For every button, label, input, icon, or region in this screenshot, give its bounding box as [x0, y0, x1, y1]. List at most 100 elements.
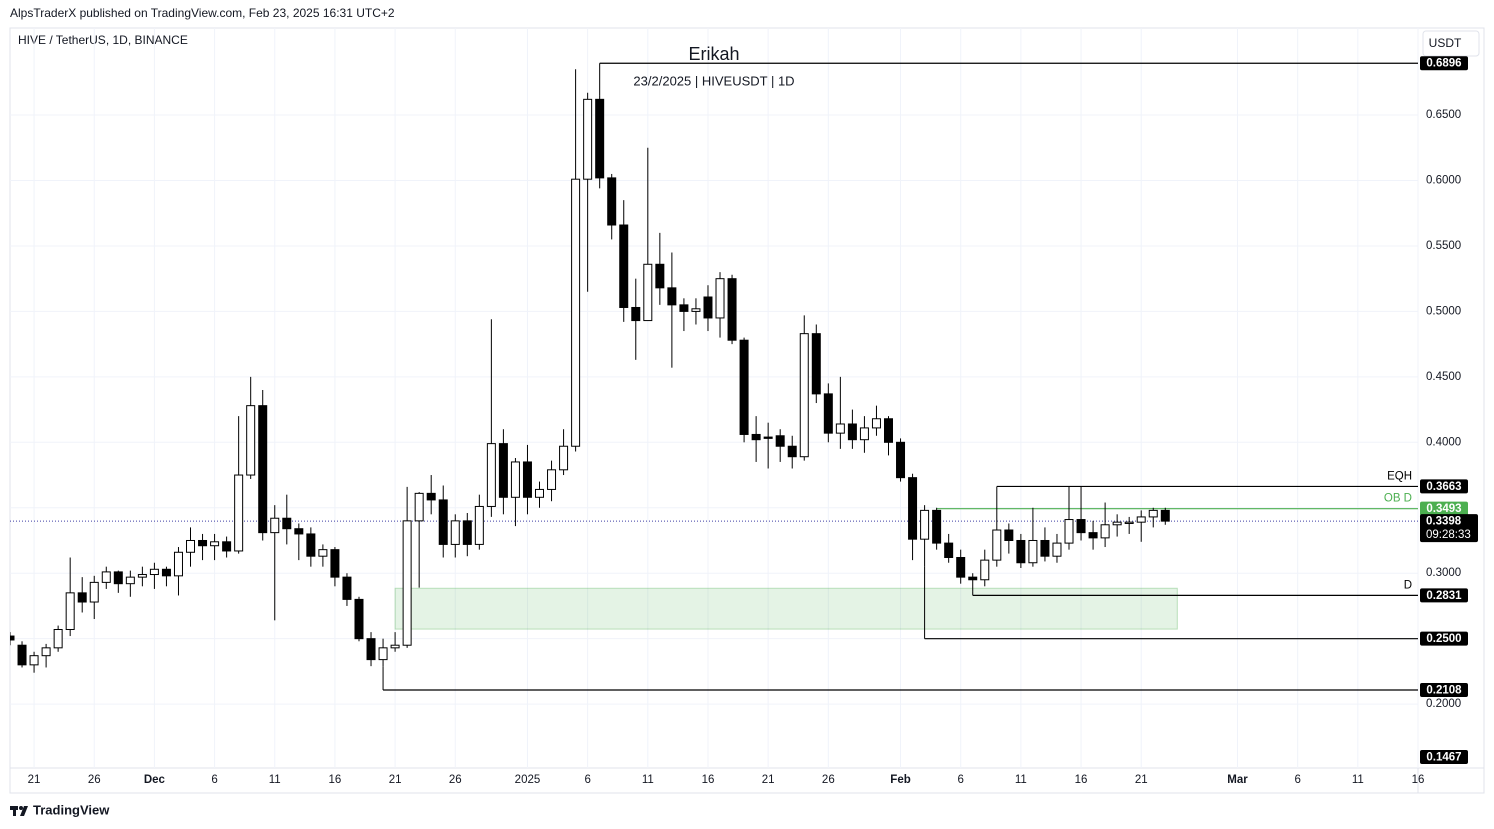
candle-body — [1100, 524, 1110, 539]
x-tick-label: 6 — [1294, 774, 1300, 786]
candle-body — [679, 304, 689, 312]
price-label-box — [1420, 479, 1468, 494]
x-tick-label: 16 — [1412, 774, 1425, 786]
candle-body — [847, 423, 857, 441]
y-tick-label: 0.2000 — [1426, 698, 1461, 710]
x-tick-label: 11 — [1015, 774, 1027, 786]
candle-body — [571, 178, 581, 447]
candle-body — [667, 287, 677, 306]
candle-body — [450, 520, 460, 545]
candle-body — [787, 445, 797, 458]
candle-body — [655, 263, 665, 289]
candle-body — [823, 393, 833, 434]
candle-body — [1148, 509, 1158, 518]
candle-body — [835, 423, 845, 434]
candle-body — [1016, 539, 1026, 564]
price-label-box — [1420, 588, 1468, 603]
candle-body — [956, 557, 966, 578]
candle-body — [1136, 516, 1146, 523]
candle-body — [510, 461, 520, 498]
price-label: 0.2500 — [1426, 633, 1461, 645]
y-tick-label: 0.5500 — [1426, 240, 1461, 252]
candle-layer — [10, 69, 1170, 673]
level-note: EQH — [1387, 470, 1412, 482]
candle-body — [53, 629, 63, 649]
candle-body — [402, 520, 412, 646]
price-label-box — [1420, 56, 1468, 71]
y-tick-label: 0.4500 — [1426, 371, 1461, 383]
candle-body — [1112, 521, 1122, 526]
candle-body — [859, 427, 869, 441]
chart-subtitle: 23/2/2025 | HIVEUSDT | 1D — [633, 73, 794, 88]
candle-body — [113, 571, 123, 585]
x-tick-label: Mar — [1227, 774, 1248, 786]
candle-body — [992, 529, 1002, 561]
candle-body — [137, 574, 147, 578]
candle-body — [474, 505, 484, 545]
candle-body — [1160, 509, 1170, 522]
current-price-box — [1420, 514, 1478, 543]
candle-body — [883, 418, 893, 443]
candle-body — [438, 499, 448, 545]
price-label: 0.2831 — [1426, 590, 1462, 602]
candle-body — [896, 441, 906, 479]
candle-body — [932, 509, 942, 544]
candle-body — [198, 539, 208, 547]
candle-body — [1076, 519, 1086, 534]
candle-body — [186, 539, 196, 553]
candle-body — [559, 445, 569, 471]
candle-body — [968, 576, 978, 581]
chart-title: Erikah — [688, 44, 739, 64]
candle-body — [1064, 519, 1074, 544]
current-price-label: 0.3398 — [1426, 516, 1462, 528]
candle-body — [161, 568, 171, 577]
candle-body — [390, 644, 400, 649]
candle-body — [294, 528, 304, 535]
price-label-box — [1420, 501, 1468, 516]
x-tick-label: 21 — [28, 774, 41, 786]
candle-body — [498, 443, 508, 498]
y-tick-label: 0.5000 — [1426, 305, 1461, 317]
candle-body — [811, 333, 821, 395]
level-note: D — [1404, 579, 1412, 591]
candle-body — [222, 541, 232, 552]
candle-body — [643, 263, 653, 322]
x-tick-label: 11 — [642, 774, 654, 786]
candle-body — [715, 278, 725, 319]
y-tick-label: 0.6000 — [1426, 175, 1461, 187]
y-tick-label: 0.4000 — [1426, 436, 1461, 448]
x-tick-label: 21 — [762, 774, 775, 786]
candle-body — [246, 405, 256, 476]
candle-body — [426, 492, 436, 501]
candle-body — [270, 517, 280, 534]
x-tick-label: 6 — [211, 774, 217, 786]
candle-body — [535, 488, 545, 498]
x-tick-label: Dec — [144, 774, 166, 786]
axis-layer: 0.20000.25000.30000.35000.40000.45000.50… — [28, 56, 1478, 786]
x-tick-label: 6 — [957, 774, 963, 786]
price-label: 0.1467 — [1426, 752, 1461, 764]
x-tick-label: 16 — [702, 774, 715, 786]
candle-body — [1028, 539, 1038, 564]
candle-body — [920, 509, 930, 540]
candle-body — [125, 576, 135, 585]
x-tick-label: 26 — [822, 774, 835, 786]
currency-button[interactable] — [1422, 30, 1480, 57]
price-label: 0.3663 — [1426, 481, 1461, 493]
candle-body — [703, 296, 713, 319]
candle-body — [10, 635, 15, 641]
candle-body — [101, 571, 111, 583]
symbol-label: HIVE / TetherUS, 1D, BINANCE — [18, 33, 188, 47]
demand-zone — [394, 587, 1178, 630]
candle-body — [751, 433, 761, 441]
price-label-box — [1420, 750, 1468, 764]
candle-body — [65, 592, 75, 631]
candle-body — [691, 308, 701, 312]
currency-label[interactable]: USDT — [1429, 36, 1462, 50]
price-label-box — [1420, 631, 1468, 646]
price-label: 0.3493 — [1426, 503, 1461, 515]
candle-body — [631, 306, 641, 322]
candle-body — [89, 581, 99, 603]
